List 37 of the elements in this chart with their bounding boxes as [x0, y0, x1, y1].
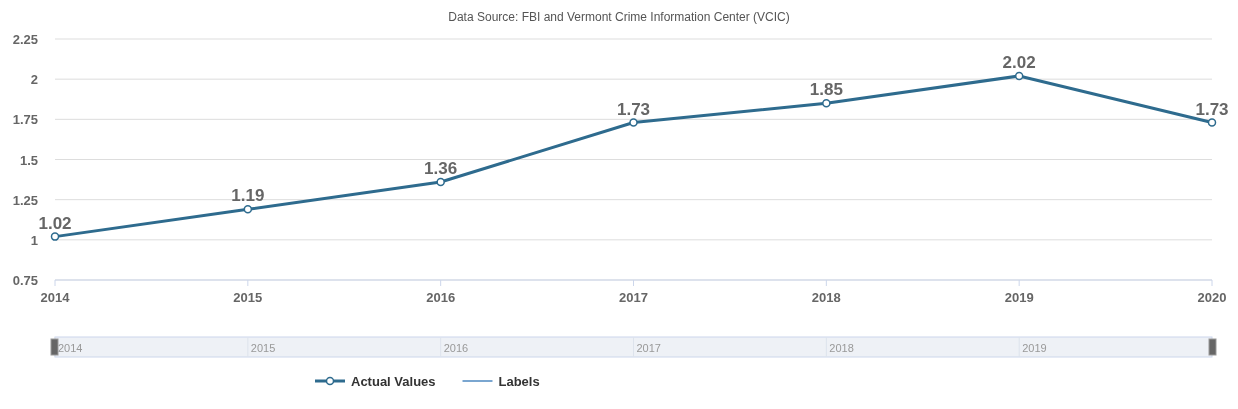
x-tick-label: 2018 — [811, 290, 841, 305]
point — [822, 99, 831, 108]
x2-tick-label: 2018 — [829, 342, 854, 354]
y-tick-label: 2 — [30, 72, 38, 88]
point — [436, 177, 445, 187]
x2-tick-label: 2017 — [636, 342, 661, 354]
x2-tick-label: 2015 — [250, 342, 276, 354]
x-tick-label: 2019 — [1004, 290, 1034, 305]
x-tick-label: 2020 — [1197, 290, 1227, 305]
data-label: 2.02 — [1002, 52, 1036, 72]
data-label: 1.02 — [38, 213, 72, 233]
y-tick-label: 2.25 — [12, 32, 38, 47]
point — [1207, 118, 1217, 127]
legend-label: Labels — [498, 374, 540, 389]
y-tick-label: 1.75 — [12, 112, 38, 128]
legend-label: Actual Values — [351, 374, 436, 389]
x2-tick-label: 2019 — [1022, 342, 1047, 354]
x2-tick-label: 2016 — [443, 342, 469, 354]
data-label: 1.19 — [231, 186, 265, 206]
data-label: 1.73 — [1195, 99, 1229, 119]
x-tick-label: 2014 — [40, 290, 71, 305]
y-tick-label: 1.5 — [19, 152, 38, 168]
x-tick-label: 2017 — [619, 290, 648, 305]
point — [1014, 71, 1024, 81]
point — [243, 205, 253, 214]
y-tick-label: 0.75 — [12, 273, 38, 288]
y-tick-label: 1 — [30, 232, 38, 248]
point — [629, 118, 638, 127]
data-label: 1.73 — [616, 99, 651, 119]
x2-tick-label: 2014 — [58, 342, 83, 354]
data-label: 1.85 — [809, 80, 843, 100]
x-tick-label: 2016 — [426, 290, 456, 305]
chart-title: Data Source: FBI and Vermont Crime Information Center (VCIC) — [448, 10, 790, 24]
x-tick-label: 2015 — [233, 290, 263, 305]
point — [50, 232, 60, 241]
data-label: 1.36 — [424, 158, 458, 178]
y-tick-label: 1.25 — [12, 192, 38, 208]
